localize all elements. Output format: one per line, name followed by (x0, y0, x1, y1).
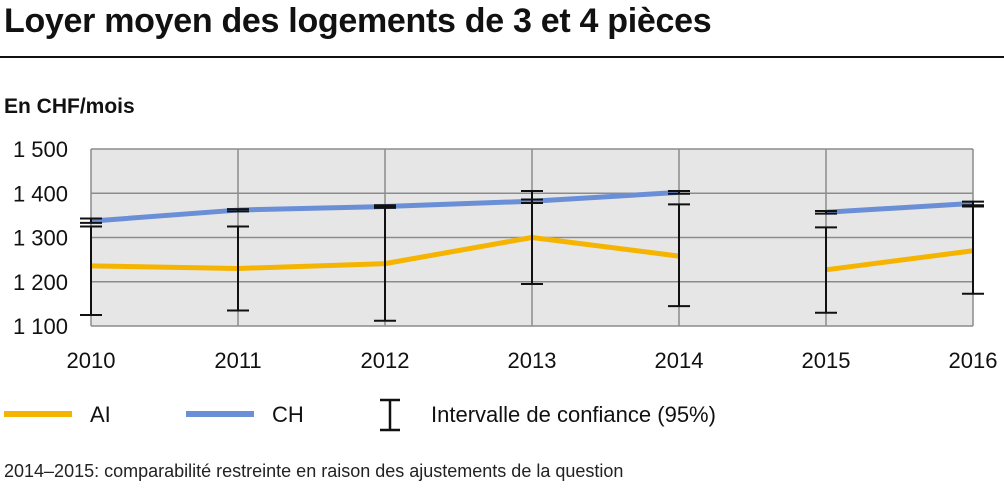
ci-bar-ch (815, 209, 837, 215)
x-tick-label: 2011 (214, 348, 261, 373)
x-tick-label: 2015 (802, 348, 851, 373)
y-tick-label: 1 100 (13, 314, 68, 339)
ci-bar-ai (80, 225, 102, 316)
ci-bar-ai (227, 225, 249, 312)
ci-bar-ai (815, 226, 837, 314)
y-tick-label: 1 400 (13, 181, 68, 206)
series-line-ch (825, 200, 974, 215)
ci-bar-ch (374, 204, 396, 209)
footnote: 2014–2015: comparabilité restreinte en r… (4, 461, 624, 481)
x-tick-label: 2010 (67, 348, 116, 373)
x-tick-label: 2013 (508, 348, 557, 373)
title-divider (0, 56, 1004, 58)
confidence-intervals (80, 190, 984, 322)
y-tick-label: 1 300 (13, 226, 68, 251)
x-tick-label: 2012 (361, 348, 410, 373)
ci-bar-ai (668, 203, 690, 308)
x-tick-label: 2016 (949, 348, 998, 373)
legend-swatch-ci (380, 398, 400, 432)
ci-bar-ai (521, 190, 543, 285)
ci-bar-ch (668, 190, 690, 195)
ci-bar-ch (227, 208, 249, 213)
ci-bar-ch (80, 217, 102, 224)
y-tick-label: 1 200 (13, 270, 68, 295)
legend-label-ch: CH (272, 402, 304, 427)
legend: AI CH Intervalle de confiance (95%) (4, 398, 716, 432)
axes: 1 100 1 200 1 300 1 400 1 500 2010 2011 2012 201… (13, 137, 998, 373)
x-tick-label: 2014 (655, 348, 704, 373)
ci-bar-ch (521, 198, 543, 204)
ci-bar-ai (962, 205, 984, 295)
legend-label-ci: Intervalle de confiance (95%) (431, 402, 716, 427)
y-tick-label: 1 500 (13, 137, 68, 162)
ci-bar-ch (962, 200, 984, 207)
chart-title: Loyer moyen des logements de 3 et 4 pièc… (4, 2, 712, 40)
legend-label-ai: AI (90, 402, 111, 427)
series-line-ai (825, 248, 974, 273)
y-axis-unit-label: En CHF/mois (4, 95, 135, 118)
